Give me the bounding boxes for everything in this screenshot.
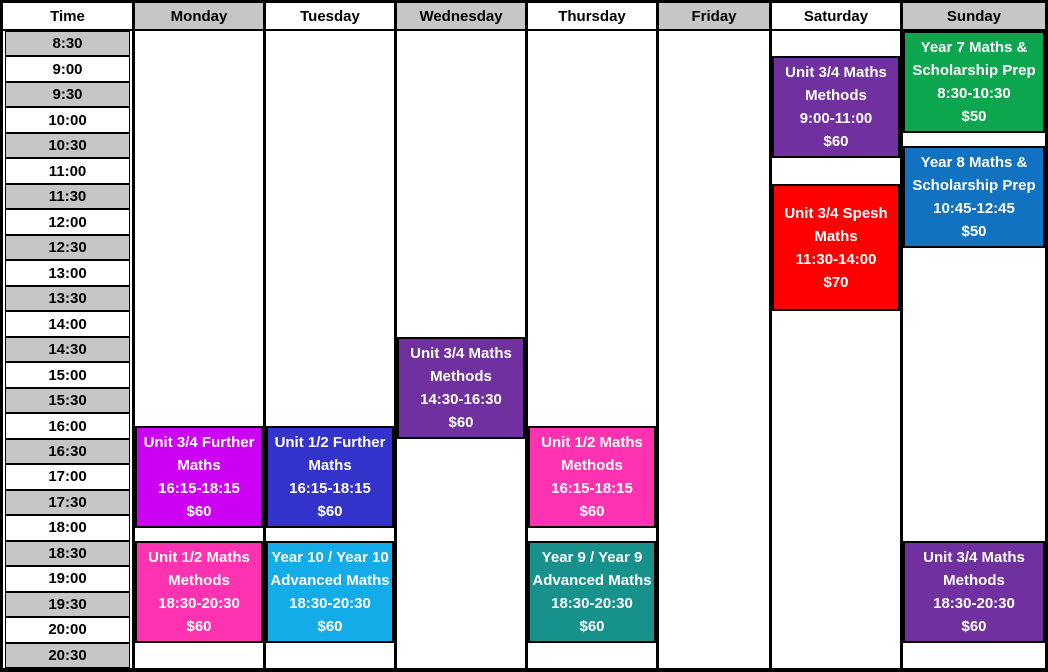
column-tuesday: Tuesday Unit 1/2 Further Maths 16:15-18:1… (263, 3, 394, 668)
event-price: $60 (448, 413, 474, 431)
time-cell: 10:30 (5, 132, 130, 159)
time-cell: 10:00 (5, 107, 130, 133)
day-column-saturday: Unit 3/4 Maths Methods 9:00-11:00 $60 Unit … (772, 31, 900, 668)
header-wednesday: Wednesday (397, 3, 525, 31)
time-cell: 14:30 (5, 336, 130, 363)
time-cell: 13:00 (5, 260, 130, 286)
event-price: $60 (823, 133, 849, 151)
header-friday: Friday (659, 3, 769, 31)
column-time: Time 8:30 9:00 9:30 10:00 10:30 11:00 11:30 12:… (3, 3, 132, 669)
event-block[interactable]: Unit 3/4 Maths Methods 18:30-20:30 $60 (903, 540, 1045, 643)
time-cell: 18:00 (5, 515, 130, 541)
time-cell: 16:00 (5, 413, 130, 439)
column-saturday: Saturday Unit 3/4 Maths Methods 9:00-11:0… (769, 3, 900, 668)
column-wednesday: Wednesday Unit 3/4 Maths Methods 14:30-16… (394, 3, 525, 668)
event-time: 10:45-12:45 (933, 199, 1015, 217)
column-sunday: Sunday Year 7 Maths & Scholarship Prep 8:… (900, 3, 1045, 668)
time-cell: 8:30 (5, 31, 130, 57)
day-column-monday: Unit 3/4 Further Maths 16:15-18:15 $60 Unit… (135, 31, 263, 668)
event-title: Year 7 Maths & Scholarship Prep (912, 38, 1036, 79)
event-time: 18:30-20:30 (158, 594, 240, 612)
time-cell: 19:00 (5, 566, 130, 592)
header-tuesday: Tuesday (266, 3, 394, 31)
event-block[interactable]: Unit 3/4 Maths Methods 9:00-11:00 $60 (772, 56, 900, 159)
day-column-friday (659, 31, 769, 668)
day-column-tuesday: Unit 1/2 Further Maths 16:15-18:15 $60 Year… (266, 31, 394, 668)
event-time: 14:30-16:30 (420, 390, 502, 408)
event-time: 18:30-20:30 (933, 594, 1015, 612)
time-cell: 13:30 (5, 285, 130, 312)
event-price: $60 (579, 617, 605, 635)
event-block[interactable]: Year 7 Maths & Scholarship Prep 8:30-10:3… (903, 31, 1045, 133)
time-cell: 20:00 (5, 617, 130, 643)
event-title: Unit 3/4 Spesh Maths (784, 204, 888, 245)
header-sunday: Sunday (903, 3, 1045, 31)
time-cell: 15:00 (5, 362, 130, 388)
header-time: Time (3, 3, 132, 31)
time-cell: 9:00 (5, 56, 130, 82)
time-cell: 15:30 (5, 387, 130, 414)
day-column-sunday: Year 7 Maths & Scholarship Prep 8:30-10:3… (903, 31, 1045, 668)
event-block[interactable]: Unit 1/2 Maths Methods 16:15-18:15 $60 (528, 425, 656, 528)
time-cell: 17:00 (5, 464, 130, 490)
event-time: 16:15-18:15 (551, 479, 633, 497)
time-cell: 14:00 (5, 311, 130, 337)
event-price: $60 (961, 617, 987, 635)
time-cell: 19:30 (5, 591, 130, 618)
event-title: Unit 3/4 Maths Methods (923, 548, 1025, 589)
time-cell: 11:00 (5, 158, 130, 184)
event-time: 18:30-20:30 (289, 594, 371, 612)
time-cell: 12:00 (5, 209, 130, 235)
event-price: $50 (961, 222, 987, 240)
column-friday: Friday (656, 3, 769, 668)
time-column-body: 8:30 9:00 9:30 10:00 10:30 11:00 11:30 12:00 12:… (3, 31, 132, 669)
event-price: $50 (961, 107, 987, 125)
event-title: Year 8 Maths & Scholarship Prep (912, 153, 1036, 194)
header-thursday: Thursday (528, 3, 656, 31)
event-block[interactable]: Unit 3/4 Further Maths 16:15-18:15 $60 (135, 425, 263, 528)
event-block[interactable]: Unit 1/2 Maths Methods 18:30-20:30 $60 (135, 540, 263, 643)
event-price: $60 (186, 502, 212, 520)
event-title: Unit 1/2 Further Maths (274, 433, 386, 474)
event-price: $60 (317, 617, 343, 635)
event-time: 16:15-18:15 (158, 479, 240, 497)
event-block[interactable]: Year 8 Maths & Scholarship Prep 10:45-12:… (903, 145, 1045, 248)
time-cell: 16:30 (5, 438, 130, 465)
event-time: 16:15-18:15 (289, 479, 371, 497)
time-cell: 11:30 (5, 183, 130, 210)
event-time: 8:30-10:30 (937, 84, 1011, 102)
event-time: 18:30-20:30 (551, 594, 633, 612)
event-title: Unit 3/4 Maths Methods (410, 344, 512, 385)
header-saturday: Saturday (772, 3, 900, 31)
event-time: 11:30-14:00 (795, 250, 877, 268)
day-column-wednesday: Unit 3/4 Maths Methods 14:30-16:30 $60 (397, 31, 525, 668)
event-title: Year 10 / Year 10 Advanced Maths (270, 548, 390, 589)
event-time: 9:00-11:00 (799, 110, 873, 128)
event-price: $60 (186, 617, 212, 635)
event-price: $60 (317, 502, 343, 520)
time-cell: 12:30 (5, 234, 130, 261)
event-title: Unit 3/4 Maths Methods (785, 64, 887, 105)
time-cell: 20:30 (5, 642, 130, 669)
time-cell: 17:30 (5, 489, 130, 516)
time-cell: 18:30 (5, 540, 130, 567)
event-title: Year 9 / Year 9 Advanced Maths (532, 548, 652, 589)
time-cell: 9:30 (5, 81, 130, 108)
header-monday: Monday (135, 3, 263, 31)
event-title: Unit 1/2 Maths Methods (148, 548, 250, 589)
event-block[interactable]: Year 9 / Year 9 Advanced Maths 18:30-20:3… (528, 540, 656, 643)
event-block[interactable]: Year 10 / Year 10 Advanced Maths 18:30-20… (266, 540, 394, 643)
event-title: Unit 3/4 Further Maths (143, 433, 255, 474)
event-block[interactable]: Unit 3/4 Spesh Maths 11:30-14:00 $70 (772, 183, 900, 312)
event-title: Unit 1/2 Maths Methods (541, 433, 643, 474)
column-monday: Monday Unit 3/4 Further Maths 16:15-18:15… (132, 3, 263, 668)
event-price: $70 (823, 273, 849, 291)
event-block[interactable]: Unit 1/2 Further Maths 16:15-18:15 $60 (266, 425, 394, 528)
event-block[interactable]: Unit 3/4 Maths Methods 14:30-16:30 $60 (397, 336, 525, 439)
day-column-thursday: Unit 1/2 Maths Methods 16:15-18:15 $60 Year… (528, 31, 656, 668)
column-thursday: Thursday Unit 1/2 Maths Methods 16:15-18:… (525, 3, 656, 668)
event-price: $60 (579, 502, 605, 520)
